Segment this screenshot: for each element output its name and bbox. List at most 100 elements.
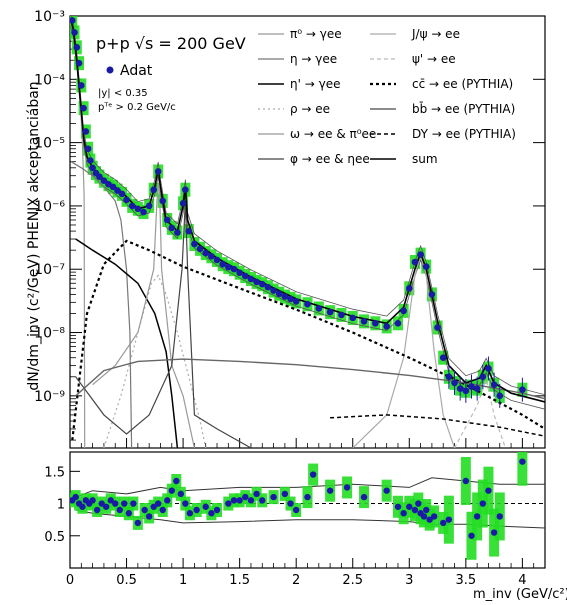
ratio-point — [102, 503, 110, 510]
data-point — [451, 379, 458, 387]
ratio-point — [287, 500, 294, 507]
data-point — [394, 319, 402, 327]
data-point — [89, 164, 96, 172]
x-tick-label: 2.5 — [342, 573, 363, 588]
ratio-point — [247, 497, 255, 504]
x-axis-label: m_inv (GeV/c²) — [473, 587, 567, 602]
legend-label: J/ψ → ee — [411, 27, 460, 41]
ratio-point — [360, 493, 368, 501]
data-point — [275, 290, 283, 298]
ratio-point — [479, 500, 486, 507]
x-tick-label: 1.5 — [229, 573, 250, 588]
x-tick-label: 3.5 — [455, 573, 476, 588]
data-point — [118, 190, 126, 198]
ratio-point — [242, 493, 249, 501]
y-tick-label: 10⁻³ — [34, 9, 65, 25]
data-point — [71, 29, 78, 36]
marker-legend-icon — [106, 66, 114, 74]
data-point — [75, 59, 83, 67]
data-point — [168, 224, 176, 232]
main-plot-area: 10⁻³ 10⁻⁴ 10⁻⁵ 10⁻⁶ 10⁻⁷ 10⁻⁸ 10⁻⁹ — [34, 9, 546, 449]
ratio-y-tick-label: 1 — [57, 498, 65, 513]
data-point — [383, 323, 390, 330]
data-point — [281, 293, 289, 300]
ratio-point — [468, 532, 475, 539]
cut-pt: pᵀᵉ > 0.2 GeV/c — [98, 102, 176, 113]
data-point — [191, 240, 198, 248]
data-point — [182, 186, 189, 194]
legend-label: π⁰ → γee — [290, 27, 342, 41]
ratio-syst-box — [517, 452, 528, 486]
ratio-point — [394, 503, 402, 510]
data-point — [287, 295, 294, 303]
ratio-point — [130, 500, 137, 507]
ratio-point — [173, 477, 180, 485]
data-point — [360, 318, 368, 325]
ratio-point — [79, 503, 86, 510]
ratio-point — [423, 506, 430, 514]
legend-label: sum — [412, 152, 438, 166]
data-point — [490, 381, 498, 388]
ratio-point — [485, 487, 492, 494]
ratio-point — [259, 497, 266, 504]
data-point — [128, 202, 136, 210]
data-point — [140, 208, 147, 216]
curve-bb-ee-pythia- — [75, 358, 545, 400]
legend-label: DY → ee (PYTHIA) — [412, 127, 516, 141]
data-point — [154, 168, 162, 175]
data-point — [150, 186, 157, 194]
ratio-point — [150, 503, 157, 510]
ratio-point — [406, 503, 413, 510]
ratio-point — [490, 529, 498, 536]
ratio-point — [496, 513, 503, 520]
ratio-point — [411, 506, 419, 514]
data-point — [372, 319, 379, 327]
ratio-point — [309, 471, 317, 478]
y-tick-label: 10⁻⁵ — [34, 136, 65, 152]
data-point — [258, 280, 266, 288]
ratio-point — [415, 500, 422, 507]
data-point — [428, 291, 436, 298]
ratio-point — [400, 510, 407, 517]
data-point — [445, 373, 453, 381]
legend-label: cc̄ → ee (PYTHIA) — [412, 77, 513, 91]
chart-title: p+p √s = 200 GeV — [96, 34, 246, 53]
ratio-point — [281, 490, 289, 498]
ratio-y-tick-label: 1.5 — [44, 465, 65, 480]
data-point — [496, 392, 504, 400]
ratio-point — [155, 500, 162, 507]
y-tick-label: 10⁻⁷ — [34, 262, 65, 278]
data-point — [326, 308, 334, 316]
ratio-point — [182, 500, 189, 507]
ratio-point — [159, 506, 166, 514]
ratio-point — [236, 497, 243, 504]
data-point — [78, 82, 85, 89]
data-point — [241, 272, 249, 280]
curve--ee — [70, 161, 133, 448]
x-tick-label: 3 — [405, 573, 413, 588]
x-tick-label: 4 — [518, 573, 526, 588]
ratio-point — [98, 500, 105, 507]
ratio-point — [326, 487, 334, 494]
ratio-point — [208, 510, 215, 517]
ratio-point — [193, 506, 200, 514]
data-point — [213, 256, 221, 264]
marker-legend-label: Adat — [120, 63, 153, 79]
data-point — [114, 187, 121, 194]
ratio-point — [121, 500, 128, 507]
data-point — [270, 287, 277, 294]
data-point — [230, 265, 238, 273]
y-tick-label: 10⁻⁴ — [34, 72, 65, 88]
y-tick-label: 10⁻⁶ — [34, 199, 65, 215]
ratio-point — [177, 490, 185, 498]
data-point — [462, 387, 470, 395]
data-point — [479, 373, 487, 381]
curve-dy-ee-pythia- — [330, 414, 545, 437]
legend-label: η' → γee — [290, 77, 340, 91]
ratio-point — [202, 503, 209, 510]
data-point — [349, 314, 357, 322]
ratio-point — [112, 500, 119, 507]
ratio-point — [93, 506, 101, 514]
data-point — [163, 216, 171, 224]
